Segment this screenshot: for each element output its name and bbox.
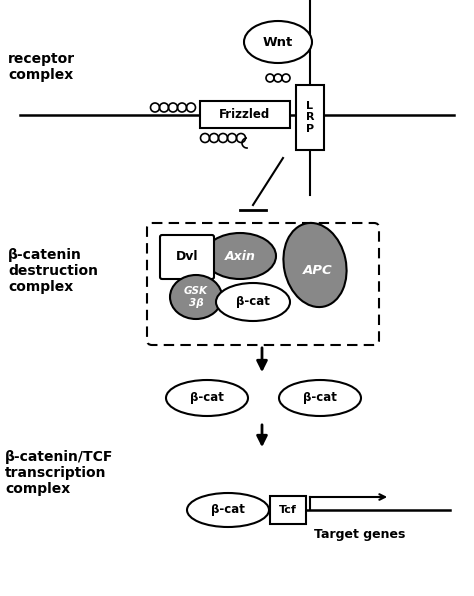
Text: β-catenin/TCF
transcription
complex: β-catenin/TCF transcription complex: [5, 450, 113, 496]
Text: β-cat: β-cat: [190, 392, 224, 405]
Ellipse shape: [187, 493, 269, 527]
FancyBboxPatch shape: [147, 223, 379, 345]
Ellipse shape: [279, 380, 361, 416]
Text: L
R
P: L R P: [306, 101, 314, 134]
Text: Target genes: Target genes: [314, 528, 406, 541]
Ellipse shape: [170, 275, 222, 319]
Ellipse shape: [166, 380, 248, 416]
Text: β-cat: β-cat: [303, 392, 337, 405]
Text: β-cat: β-cat: [211, 504, 245, 517]
Text: GSK
3β: GSK 3β: [184, 286, 208, 308]
Text: Tcf: Tcf: [279, 505, 297, 515]
Text: β-cat: β-cat: [236, 296, 270, 309]
Text: β-catenin
destruction
complex: β-catenin destruction complex: [8, 248, 98, 294]
FancyBboxPatch shape: [296, 85, 324, 150]
Ellipse shape: [283, 223, 346, 307]
Ellipse shape: [204, 233, 276, 279]
FancyBboxPatch shape: [270, 496, 306, 524]
Text: APC: APC: [303, 263, 333, 277]
FancyBboxPatch shape: [200, 101, 290, 128]
Ellipse shape: [216, 283, 290, 321]
Text: receptor
complex: receptor complex: [8, 52, 75, 82]
Ellipse shape: [244, 21, 312, 63]
Text: Frizzled: Frizzled: [219, 108, 271, 121]
FancyBboxPatch shape: [160, 235, 214, 279]
Text: Axin: Axin: [225, 250, 255, 262]
Text: Dvl: Dvl: [176, 250, 198, 263]
Text: Wnt: Wnt: [263, 36, 293, 48]
